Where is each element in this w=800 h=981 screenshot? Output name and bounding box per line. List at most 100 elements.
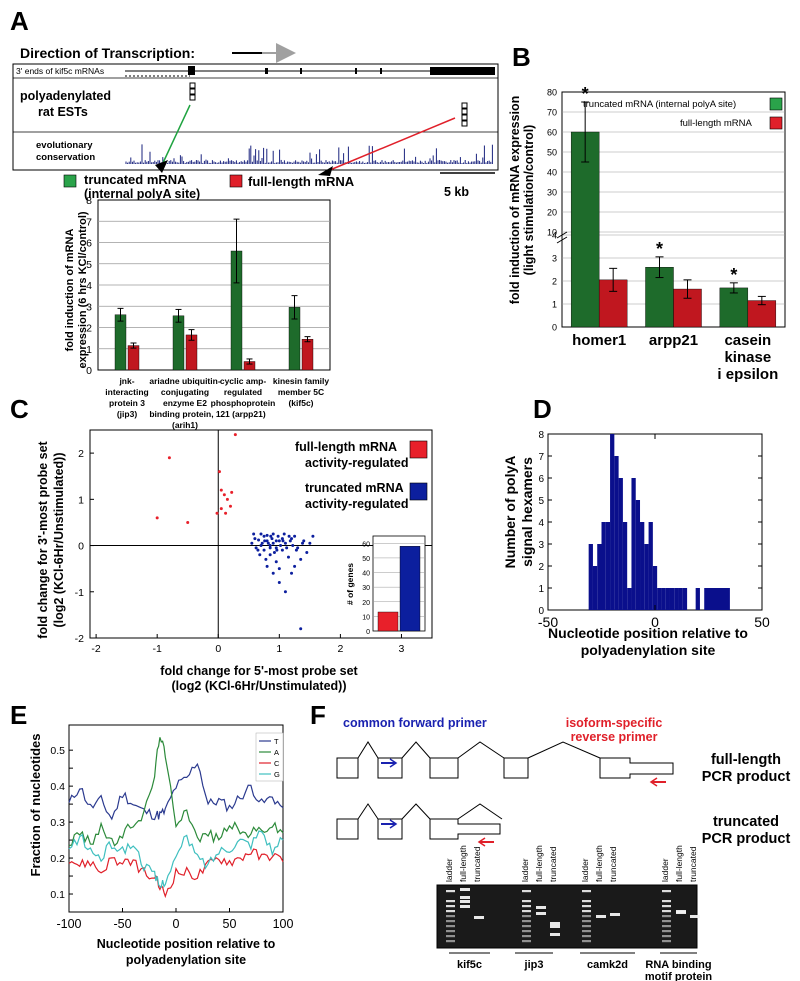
chart-b-ytick: 30 [547,188,557,198]
chart-b-category-label: casein [724,332,771,349]
chart-c-point [230,490,234,494]
chart-b-significance: * [656,239,663,259]
chart-c-inset-ytick: 30 [362,585,370,592]
chart-d-xtick: 0 [651,614,659,630]
chart-c-point [301,541,305,545]
chart-c-point [259,532,263,536]
chart-a-category-label: protein 3 [109,398,145,408]
chart-c-point [215,511,219,515]
chart-c-xlabel-2: (log2 (KCl-6Hr/Unstimulated)) [172,679,347,693]
chart-b-category-label: homer1 [572,332,626,349]
chart-c-point [271,541,275,545]
chart-a-category-label: (kif5c) [288,398,313,408]
chart-b-axis-break [556,231,568,239]
gel-band [582,920,591,923]
gel-band [522,920,531,923]
gel-band [662,910,671,913]
chart-c-point [311,534,315,538]
chart-c-point [186,520,190,524]
gel-band [460,905,470,908]
chart-d-bar [592,566,598,610]
chart-d-bar [678,588,683,610]
chart-c-inset-bar [377,611,399,632]
gel-band [522,940,531,943]
chart-d-bar [682,588,688,610]
gel-band [662,930,671,933]
panel-letter-e: E [10,700,27,730]
chart-a-category-label: 21 (arpp21) [220,409,266,419]
chart-b-ytick: 0 [552,323,557,333]
gel-band [662,925,671,928]
chart-c-inset-ytick: 10 [362,614,370,621]
chart-d-bar [644,544,649,610]
chart-a-category-label: kinesin family [273,376,329,386]
chart-c-point [280,537,284,541]
chart-c-point [262,534,266,538]
chart-d-ytick: 8 [538,430,544,441]
scale-bar-label: 5 kb [444,185,469,199]
chart-e-xtick: -50 [113,917,131,931]
chart-e-ytick: 0.5 [50,745,65,757]
chart-c-point [254,546,258,550]
chart-b-category-label: i epsilon [717,366,778,383]
full-product-label-2: PCR product [702,769,791,785]
chart-c-point [274,560,278,564]
chart-e-xlabel-1: Nucleotide position relative to [97,937,276,951]
chart-c-point [283,541,287,545]
chart-d-bar [605,522,611,610]
chart-c-inset-ytick: 60 [362,541,370,548]
forward-primer-label: common forward primer [343,716,487,730]
chart-a-category-label: ariadne ubiquitin- [149,376,220,386]
chart-e-ylabel: Fraction of nucleotides [28,733,43,876]
chart-d-bar [674,588,679,610]
chart-c-point [274,546,278,550]
gel-band [522,910,531,913]
est-label-2: rat ESTs [38,105,88,119]
chart-e-legend-label: G [274,770,280,779]
chart-c-ytick: -2 [75,633,84,645]
chart-c-point [277,581,281,585]
chart-c-point [286,555,290,559]
gel-lane-label: truncated [472,846,482,882]
conservation-label-2: conservation [36,152,95,163]
chart-c-point [299,557,303,561]
gel-band [522,935,531,938]
chart-a-ytick: 7 [86,216,92,228]
chart-c-point [279,544,283,548]
chart-c-legend-trunc-1: truncated mRNA [305,481,404,495]
chart-e-frame [68,724,284,913]
chart-d-bar [622,522,628,610]
chart-e-ytick: 0.3 [50,817,65,829]
chart-c-xlabel-1: fold change for 5'-most probe set [160,664,358,678]
gel-lane-label: ladder [660,858,670,882]
gel-gene-label: motif protein [645,971,712,981]
chart-d-ytick: 1 [538,584,544,595]
gel-band [522,890,531,893]
chart-e-legend-label: C [274,759,280,768]
gel-band [662,905,671,908]
chart-c-point [294,548,298,552]
chart-c-point [293,564,297,568]
chart-e-line-C [68,848,284,899]
chart-c-point [259,544,263,548]
chart-c-point [263,539,267,543]
gel-band [582,925,591,928]
gel-band [446,940,455,943]
panel-letter-d: D [533,394,552,424]
chart-c-point [265,539,269,543]
gel-band [582,915,591,918]
gel-band [522,930,531,933]
chart-d-bar [618,478,623,610]
panel-b: B 0 1 2 3 410 20 30 40 50 60 70 80 * homer1 * arpp21 * ca… [508,42,786,383]
chart-d-ytick: 6 [538,474,544,485]
chart-b-axis-break [556,236,568,244]
arrow-terminal-site [329,117,456,171]
chart-c-ytick: 2 [78,448,84,460]
